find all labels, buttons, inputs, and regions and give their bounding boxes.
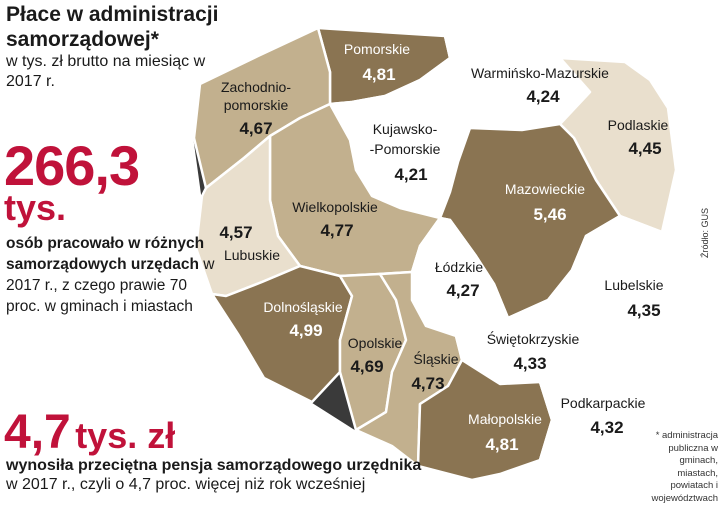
footnote: * administracja publiczna w gminach, mia… (651, 430, 718, 504)
label-podkarpackie-name: Podkarpackie (561, 395, 646, 411)
label-mazowieckie-value: 5,46 (533, 205, 566, 224)
salary-description-rest: w 2017 r., czyli o 4,7 proc. więcej niż … (6, 476, 366, 493)
label-lubelskie-value: 4,35 (627, 301, 660, 320)
employees-description-bold: osób pracowało w różnych samorządowych u… (6, 235, 205, 273)
employees-unit: tys. (4, 187, 67, 228)
label-wielkopolskie-name: Wielkopolskie (292, 199, 378, 215)
salary-unit: tys. zł (75, 415, 176, 456)
label-zachodniopomorskie-value: 4,67 (239, 119, 272, 138)
employees-description: osób pracowało w różnych samorządowych u… (6, 233, 216, 317)
label-podkarpackie-value: 4,32 (590, 418, 623, 437)
label-lubuskie-name: Lubuskie (224, 247, 280, 263)
label-kujawsko-pomorskie-name-2: -Pomorskie (370, 141, 441, 157)
label-warminsko-mazurskie-name: Warmińsko-Mazurskie (471, 65, 609, 81)
label-podlaskie-value: 4,45 (628, 139, 661, 158)
label-kujawsko-pomorskie-value: 4,21 (394, 165, 427, 184)
label-warminsko-mazurskie-value: 4,24 (526, 87, 560, 106)
label-dolnoslaskie-value: 4,99 (289, 321, 322, 340)
page-title: Płace w administracji samorządowej* (6, 3, 219, 51)
label-dolnoslaskie-name: Dolnośląskie (263, 299, 343, 315)
label-mazowieckie-name: Mazowieckie (505, 181, 585, 197)
source-note: Źródło: GUS (700, 207, 710, 258)
salary-description-bold: wynosiła przeciętna pensja samorządowego… (6, 457, 422, 474)
label-pomorskie-value: 4,81 (362, 65, 395, 84)
label-lodzkie-value: 4,27 (446, 281, 479, 300)
employees-description-rest: w 2017 r., z czego prawie 70 proc. w gmi… (6, 256, 215, 315)
employees-count: 266,3 (4, 134, 140, 197)
label-swietokrzyskie-name: Świętokrzyskie (487, 330, 580, 347)
label-swietokrzyskie-value: 4,33 (513, 354, 546, 373)
label-pomorskie-name: Pomorskie (344, 41, 410, 57)
label-malopolskie-value: 4,81 (485, 435, 518, 454)
region-labels: Pomorskie 4,81 Warmińsko-Mazurskie 4,24 … (219, 41, 668, 454)
label-lodzkie-name: Łódzkie (435, 259, 483, 275)
label-podlaskie-name: Podlaskie (608, 117, 669, 133)
label-lubelskie-name: Lubelskie (604, 277, 663, 293)
salary-value: 4,7 (4, 406, 71, 459)
label-slaskie-name: Śląskie (413, 350, 458, 367)
page-subtitle: w tys. zł brutto na miesiąc w 2017 r. (6, 53, 206, 90)
label-kujawsko-pomorskie-name-1: Kujawsko- (373, 121, 438, 137)
region-podkarpackie[interactable] (538, 350, 670, 462)
label-lubuskie-value: 4,57 (219, 223, 252, 242)
salary-description: wynosiła przeciętna pensja samorządowego… (6, 456, 476, 494)
label-opolskie-value: 4,69 (350, 357, 383, 376)
region-malopolskie[interactable] (416, 358, 554, 482)
label-malopolskie-name: Małopolskie (468, 411, 542, 427)
label-opolskie-name: Opolskie (348, 335, 403, 351)
label-slaskie-value: 4,73 (411, 374, 444, 393)
salary-figure: 4,7 tys. zł (4, 408, 175, 469)
label-wielkopolskie-value: 4,77 (320, 221, 353, 240)
label-zachodniopomorskie-name-1: Zachodnio- (221, 79, 291, 95)
label-zachodniopomorskie-name-2: pomorskie (224, 97, 289, 113)
